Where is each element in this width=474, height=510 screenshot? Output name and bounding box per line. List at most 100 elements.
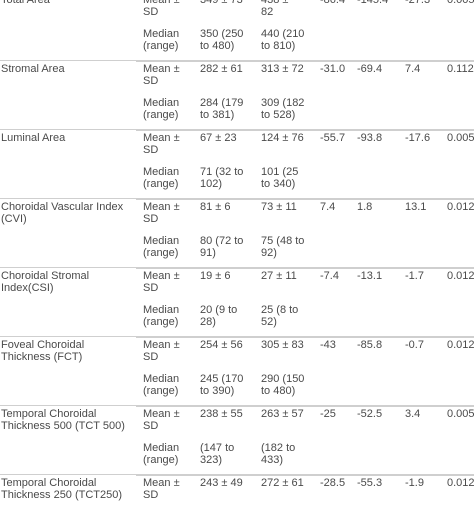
table-row: Foveal Choroidal Thickness (FCT) Mean ± S… bbox=[0, 337, 474, 371]
ci-upper-value: 7.4 bbox=[405, 63, 421, 75]
table-row: Choroidal Vascular Index (CVI) Mean ± SD 8… bbox=[0, 199, 474, 233]
group1-value: 245 (170 to 390) bbox=[200, 373, 244, 397]
difference-value: -43 bbox=[320, 339, 336, 351]
ci-lower-value: -52.5 bbox=[357, 408, 383, 420]
group1-value: 20 (9 to 28) bbox=[200, 304, 238, 328]
table-row: Temporal Choroidal Thickness 500 (TCT 50… bbox=[0, 406, 474, 440]
row-divider bbox=[136, 268, 474, 303]
ci-lower-value: -145.4 bbox=[357, 0, 389, 6]
statistic-label: Mean ± SD bbox=[143, 0, 180, 18]
group2-value: 263 ± 57 bbox=[261, 408, 304, 420]
parameter-name: Stromal Area bbox=[1, 63, 65, 75]
difference-value: -31.0 bbox=[320, 63, 346, 75]
table-row: Total Area Mean ± SD 349 ± 73 438 ± 82 -86.4… bbox=[0, 0, 474, 26]
parameter-name: Choroidal Vascular Index (CVI) bbox=[1, 201, 124, 225]
parameter-name: Temporal Choroidal Thickness 250 (TCT250… bbox=[1, 477, 123, 501]
statistic-label: Mean ± SD bbox=[143, 132, 180, 156]
parameter-name: Temporal Choroidal Thickness 500 (TCT 50… bbox=[1, 408, 125, 432]
table-row: Temporal Choroidal Thickness 250 (TCT250… bbox=[0, 475, 474, 509]
table-row: Luminal Area Mean ± SD 67 ± 23 124 ± 76 -55.… bbox=[0, 130, 474, 164]
statistic-label: Mean ± SD bbox=[143, 408, 180, 432]
difference-value: -25 bbox=[320, 408, 336, 420]
group1-value: 254 ± 56 bbox=[200, 339, 243, 351]
table-row: Choroidal Stromal Index(CSI) Mean ± SD 19 … bbox=[0, 268, 474, 302]
statistic-label: Median (range) bbox=[143, 28, 180, 52]
difference-value: -7.4 bbox=[320, 270, 339, 282]
group2-value: 440 (210 to 810) bbox=[261, 28, 305, 52]
group1-value: 350 (250 to 480) bbox=[200, 28, 244, 52]
difference-value: 7.4 bbox=[320, 201, 336, 213]
difference-value: -86.4 bbox=[320, 0, 346, 6]
table-row: Median (range) 71 (32 to 102) 101 (25 to 3… bbox=[0, 164, 474, 199]
group2-value: 73 ± 11 bbox=[261, 201, 297, 213]
statistic-label: Median (range) bbox=[143, 97, 180, 121]
group1-value: 282 ± 61 bbox=[200, 63, 243, 75]
statistic-label: Median (range) bbox=[143, 235, 180, 259]
table-row: Median (range) 20 (9 to 28) 25 (8 to 52) bbox=[0, 302, 474, 337]
group1-value: 238 ± 55 bbox=[200, 408, 243, 420]
parameter-name: Total Area bbox=[1, 0, 50, 6]
p-value: 0.005 bbox=[447, 132, 474, 144]
statistic-label: Median (range) bbox=[143, 166, 180, 190]
ci-lower-value: -55.3 bbox=[357, 477, 383, 489]
group1-value: 19 ± 6 bbox=[200, 270, 231, 282]
group2-value: 290 (150 to 480) bbox=[261, 373, 305, 397]
statistic-label: Mean ± SD bbox=[143, 339, 180, 363]
table-row: Median (range) 350 (250 to 480) 440 (210 t… bbox=[0, 26, 474, 61]
statistic-label: Mean ± SD bbox=[143, 270, 180, 294]
p-value: 0.012 bbox=[447, 201, 474, 213]
ci-lower-value: -69.4 bbox=[357, 63, 383, 75]
p-value: 0.112 bbox=[447, 63, 474, 75]
ci-lower-value: -13.1 bbox=[357, 270, 383, 282]
group2-value: 305 ± 83 bbox=[261, 339, 304, 351]
ci-upper-value: 13.1 bbox=[405, 201, 427, 213]
p-value: 0.012 bbox=[447, 270, 474, 282]
group2-value: 101 (25 to 340) bbox=[261, 166, 299, 190]
p-value: 0.005 bbox=[447, 408, 474, 420]
group2-value: 124 ± 76 bbox=[261, 132, 304, 144]
group2-value: 313 ± 72 bbox=[261, 63, 304, 75]
group1-value: 243 ± 49 bbox=[200, 477, 243, 489]
statistic-label: Mean ± SD bbox=[143, 201, 180, 225]
ci-upper-value: -1.7 bbox=[405, 270, 424, 282]
ci-upper-value: -0.7 bbox=[405, 339, 424, 351]
statistic-label: Median (range) bbox=[143, 442, 180, 466]
ci-upper-value: -17.6 bbox=[405, 132, 431, 144]
group1-value: 80 (72 to 91) bbox=[200, 235, 244, 259]
table-row: Median (range) 284 (179 to 381) 309 (182 t… bbox=[0, 95, 474, 130]
ci-upper-value: 3.4 bbox=[405, 408, 421, 420]
p-value: 0.012 bbox=[447, 339, 474, 351]
group2-value: (182 to 433) bbox=[261, 442, 296, 466]
group1-value: 71 (32 to 102) bbox=[200, 166, 244, 190]
group1-value: 284 (179 to 381) bbox=[200, 97, 244, 121]
p-value: 0.005 bbox=[447, 0, 474, 6]
row-divider bbox=[136, 199, 474, 234]
statistic-label: Mean ± SD bbox=[143, 477, 180, 501]
group2-value: 272 ± 61 bbox=[261, 477, 304, 489]
table-row: Median (range) 245 (170 to 390) 290 (150 t… bbox=[0, 371, 474, 406]
ci-upper-value: -1.9 bbox=[405, 477, 424, 489]
group1-value: 349 ± 73 bbox=[200, 0, 243, 6]
row-divider bbox=[136, 130, 474, 165]
group2-value: 438 ± 82 bbox=[261, 0, 289, 18]
group2-value: 75 (48 to 92) bbox=[261, 235, 305, 259]
difference-value: -55.7 bbox=[320, 132, 346, 144]
row-divider bbox=[136, 406, 474, 441]
row-divider bbox=[136, 337, 474, 372]
parameter-name: Foveal Choroidal Thickness (FCT) bbox=[1, 339, 85, 363]
group1-value: (147 to 323) bbox=[200, 442, 235, 466]
statistic-label: Mean ± SD bbox=[143, 63, 180, 87]
group1-value: 67 ± 23 bbox=[200, 132, 237, 144]
table-row: Median (range) (147 to 323) (182 to 433) bbox=[0, 440, 474, 475]
group1-value: 81 ± 6 bbox=[200, 201, 231, 213]
parameter-name: Luminal Area bbox=[1, 132, 66, 144]
ci-lower-value: -93.8 bbox=[357, 132, 383, 144]
group2-value: 309 (182 to 528) bbox=[261, 97, 305, 121]
row-divider bbox=[136, 61, 474, 96]
table-row: Median (range) 80 (72 to 91) 75 (48 to 92) bbox=[0, 233, 474, 268]
group2-value: 25 (8 to 52) bbox=[261, 304, 299, 328]
parameter-name: Choroidal Stromal Index(CSI) bbox=[1, 270, 90, 294]
p-value: 0.012 bbox=[447, 477, 474, 489]
